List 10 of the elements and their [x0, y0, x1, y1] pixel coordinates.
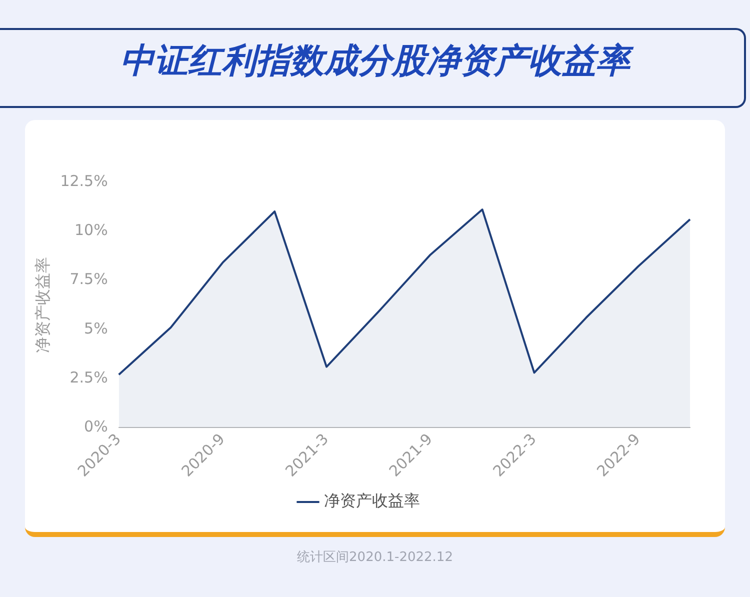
y-tick-label: 2.5% [70, 368, 108, 386]
chart-title: 中证红利指数成分股净资产收益率 [119, 40, 635, 83]
y-tick-label: 10% [74, 221, 108, 240]
y-tick-label: 0% [84, 418, 108, 436]
y-axis-title: 净资产收益率 [32, 256, 52, 353]
y-tick-label: 5% [84, 319, 108, 338]
y-tick-label: 7.5% [70, 270, 108, 288]
legend-label: 净资产收益率 [324, 491, 420, 510]
text: 统计区间2020.1-2022.12 [296, 549, 454, 566]
y-tick-label: 12.5% [60, 172, 108, 190]
